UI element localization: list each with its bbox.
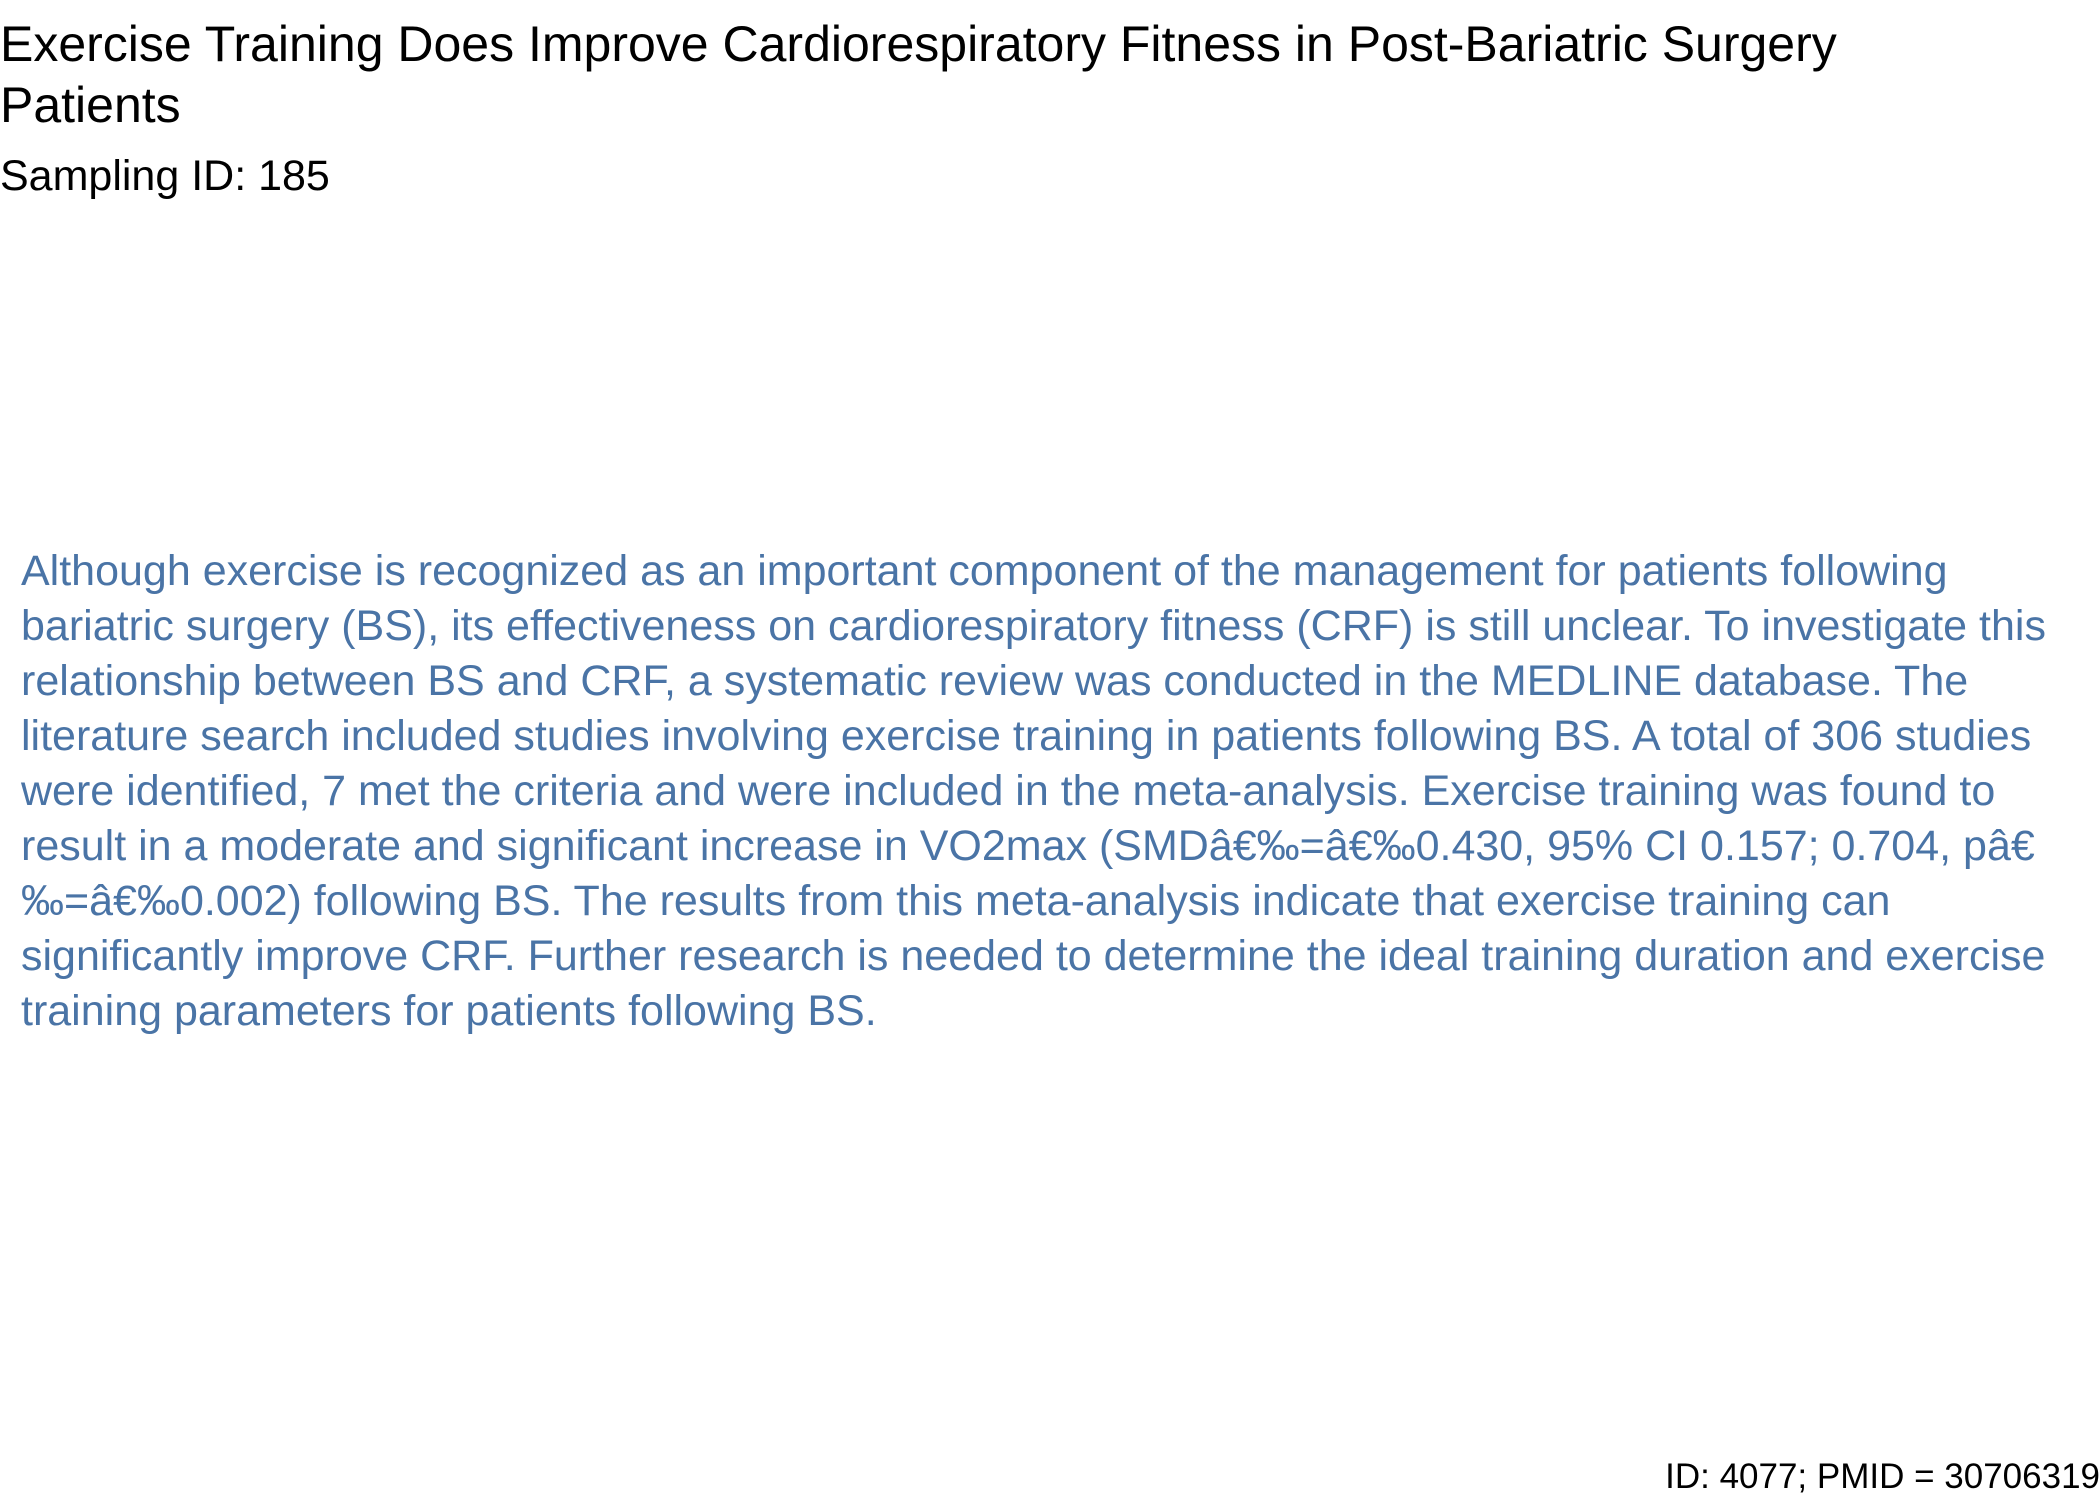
sampling-id: Sampling ID: 185	[0, 152, 330, 200]
document-id-footer: ID: 4077; PMID = 30706319	[1665, 1457, 2100, 1496]
document-title: Exercise Training Does Improve Cardiores…	[0, 16, 1837, 133]
abstract-text: Although exercise is recognized as an im…	[21, 547, 2046, 1035]
